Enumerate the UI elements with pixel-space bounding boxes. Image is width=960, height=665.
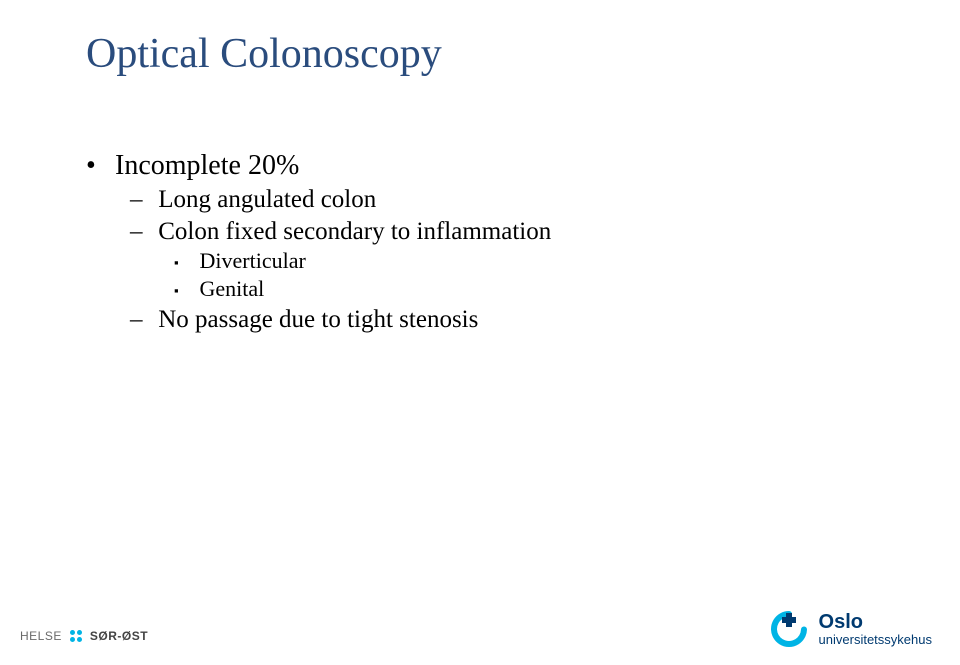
list-item: Incomplete 20% Long angulated colon Colo…: [86, 150, 551, 334]
bullet-list-level3: Diverticular Genital: [174, 248, 551, 302]
helse-label-left: HELSE: [20, 629, 62, 643]
oslo-line2: universitetssykehus: [819, 633, 932, 647]
oslo-text: Oslo universitetssykehus: [819, 612, 932, 647]
helse-label-right: SØR-ØST: [90, 629, 148, 643]
list-item: Colon fixed secondary to inflammation Di…: [130, 218, 551, 302]
list-item-text: Incomplete 20%: [115, 150, 299, 181]
oslo-logo: Oslo universitetssykehus: [769, 609, 932, 649]
bullet-list-level1: Incomplete 20% Long angulated colon Colo…: [86, 150, 551, 334]
slide-footer: HELSE SØR-ØST Oslo universitetssykehus: [0, 605, 960, 665]
helse-dots-icon: [70, 630, 82, 642]
list-item: Genital: [174, 276, 551, 302]
list-item-text: Genital: [200, 276, 265, 301]
oslo-mark-icon: [769, 609, 809, 649]
list-item-text: Diverticular: [200, 248, 306, 273]
slide-title: Optical Colonoscopy: [86, 30, 442, 78]
list-item-text: No passage due to tight stenosis: [158, 306, 478, 333]
bullet-list-level2: Long angulated colon Colon fixed seconda…: [130, 186, 551, 334]
list-item-text: Colon fixed secondary to inflammation: [158, 218, 551, 245]
oslo-line1: Oslo: [819, 612, 932, 633]
list-item: No passage due to tight stenosis: [130, 306, 551, 334]
list-item: Long angulated colon: [130, 186, 551, 214]
list-item: Diverticular: [174, 248, 551, 274]
helse-logo: HELSE SØR-ØST: [20, 629, 148, 643]
list-item-text: Long angulated colon: [158, 186, 376, 213]
slide-content: Incomplete 20% Long angulated colon Colo…: [86, 150, 551, 340]
slide: Optical Colonoscopy Incomplete 20% Long …: [0, 0, 960, 665]
